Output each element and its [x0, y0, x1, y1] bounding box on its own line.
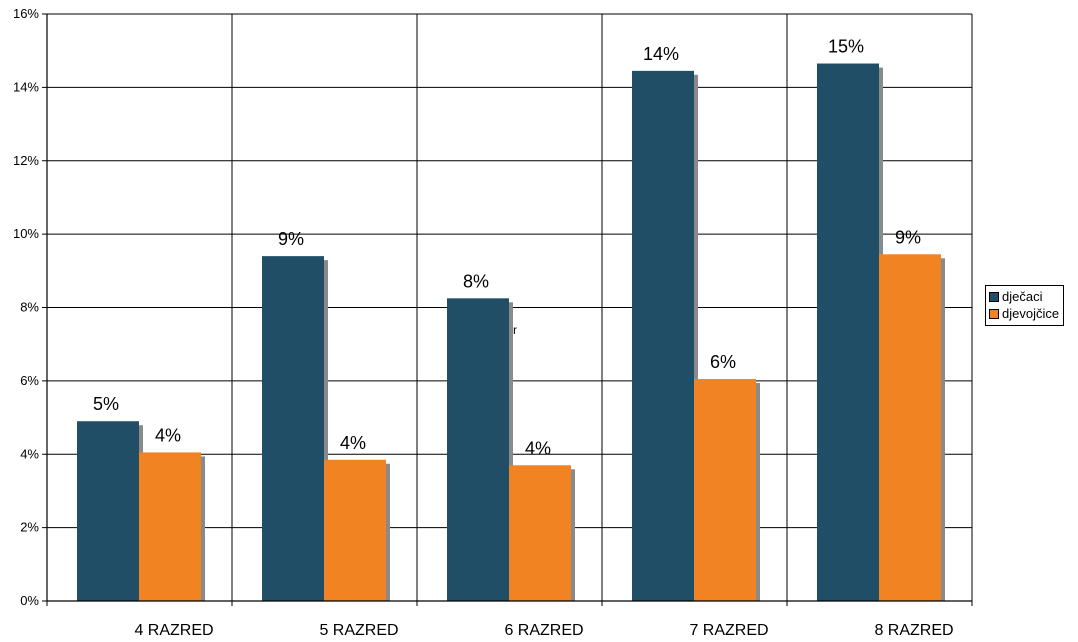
bar	[817, 63, 879, 601]
y-tick-label: 4%	[20, 446, 39, 461]
legend-label: djevojčice	[1002, 306, 1060, 321]
x-tick-label: 5 RAZRED	[319, 622, 398, 639]
bar	[77, 421, 139, 601]
y-tick-label: 6%	[20, 373, 39, 388]
data-label: 9%	[895, 227, 921, 247]
labels: 0% 2% 4% 6% 8% 10% 12% 14% 16% 5% 4% 4 RAZRED 9% 4% 5 …	[13, 6, 954, 639]
axes	[42, 13, 973, 606]
data-label: 14%	[643, 44, 679, 64]
bar	[139, 452, 201, 601]
data-label: 15%	[828, 37, 864, 57]
data-label: 4%	[155, 425, 181, 445]
legend-label: dječaci	[1002, 289, 1043, 304]
bar	[694, 379, 756, 601]
x-tick-label: 4 RAZRED	[134, 622, 213, 639]
y-tick-label: 10%	[13, 226, 39, 241]
data-label: 5%	[93, 394, 119, 414]
bar	[879, 254, 941, 601]
y-tick-label: 2%	[20, 520, 39, 535]
legend-item-series-1: dječaci	[989, 288, 1059, 305]
bar	[262, 256, 324, 601]
x-tick-label: 7 RAZRED	[689, 622, 768, 639]
legend: dječaci djevojčice	[985, 285, 1065, 326]
data-label: 6%	[710, 352, 736, 372]
legend-swatch	[989, 308, 999, 319]
legend-item-series-2: djevojčice	[989, 305, 1059, 322]
y-tick-label: 8%	[20, 300, 39, 315]
data-label: 4%	[525, 438, 551, 458]
y-tick-label: 14%	[13, 79, 39, 94]
bar	[324, 459, 386, 601]
y-tick-label: 16%	[13, 6, 39, 21]
data-label: 4%	[340, 433, 366, 453]
x-tick-label: 6 RAZRED	[504, 622, 583, 639]
y-tick-label: 12%	[13, 153, 39, 168]
x-tick-label: 8 RAZRED	[874, 622, 953, 639]
bar	[447, 298, 509, 601]
data-label: 9%	[278, 229, 304, 249]
bars	[77, 63, 945, 602]
legend-swatch	[989, 291, 999, 302]
bar	[509, 465, 571, 601]
data-label: 8%	[463, 271, 489, 291]
annotation-text: r	[513, 323, 517, 337]
y-tick-label: 0%	[20, 593, 39, 608]
bar	[632, 70, 694, 602]
